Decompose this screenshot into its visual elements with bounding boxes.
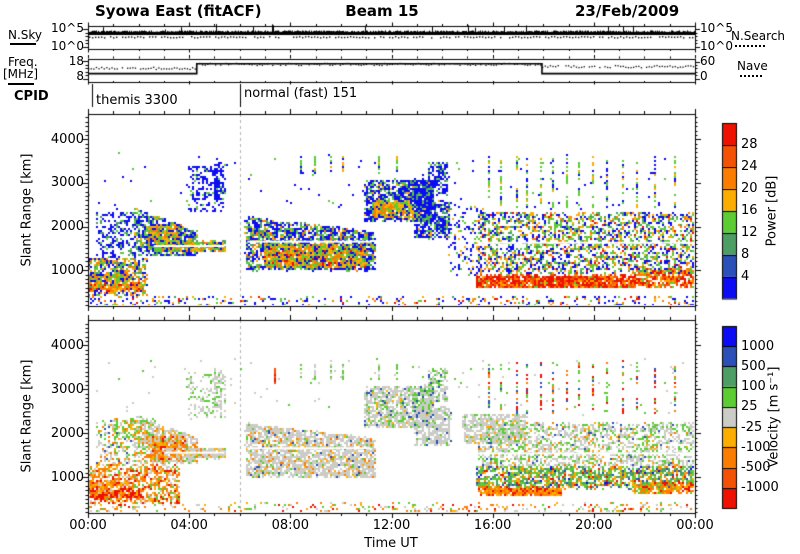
x-tick-label: 00:00 (69, 518, 107, 533)
nsky-legend-line (10, 43, 36, 45)
velocity-colorbar-tick-label: -100 (741, 439, 771, 455)
freq-label-line1: Freq. (8, 55, 38, 69)
power-colorbar-tick-label: 8 (741, 247, 750, 263)
nsky-tick-top-right: 10^5 (700, 21, 733, 35)
cpid-entry-themis: themis 3300 (96, 93, 178, 108)
beam-title: Beam 15 (345, 2, 419, 20)
freq-label-line2: [MHz] (3, 67, 39, 81)
velocity-y-tick-label: 3000 (50, 381, 84, 397)
nsky-tick-bottom-left: 10^0 (51, 39, 84, 53)
power-colorbar-tick-label: 20 (741, 181, 758, 197)
station-title: Syowa East (fitACF) (95, 2, 262, 20)
power-colorbar-tick-label: 4 (741, 269, 750, 285)
power-yaxis-label: Slant Range [km] (19, 153, 35, 267)
nave-tick-top-right: 60 (700, 54, 716, 68)
velocity-colorbar-tick-label: 1000 (741, 338, 775, 354)
power-y-tick-label: 3000 (50, 175, 84, 191)
power-colorbar-tick-label: 16 (741, 203, 758, 219)
nave-legend-line (740, 75, 762, 77)
nsearch-legend-line (735, 45, 765, 47)
date-title: 23/Feb/2009 (575, 2, 680, 20)
freq-tick-bottom-left: 8 (76, 69, 84, 83)
power-colorbar-label: Power [dB] (764, 175, 780, 247)
nsky-label: N.Sky (8, 28, 43, 42)
nave-legend-label: Nave (737, 59, 768, 73)
velocity-y-tick-label: 2000 (50, 425, 84, 441)
velocity-colorbar-tick-label: -1000 (741, 480, 779, 496)
cpid-entry-normal: normal (fast) 151 (244, 86, 358, 101)
nsky-tick-top-left: 10^5 (51, 21, 84, 35)
velocity-colorbar-tick-label: -500 (741, 460, 771, 476)
nave-tick-bottom-right: 0 (700, 69, 708, 83)
x-tick-label: 20:00 (575, 518, 613, 533)
velocity-colorbar-tick-label: -25 (741, 419, 763, 435)
power-colorbar-tick-label: 12 (741, 225, 758, 241)
nsky-tick-bottom-right: 10^0 (700, 39, 733, 53)
velocity-colorbar-tick-label: 100 (741, 379, 766, 395)
x-tick-label: 08:00 (271, 518, 310, 533)
velocity-yaxis-label: Slant Range [km] (19, 359, 35, 473)
power-y-tick-label: 2000 (50, 219, 84, 235)
velocity-colorbar-tick-label: 25 (741, 399, 758, 415)
velocity-y-tick-label: 4000 (50, 337, 84, 353)
time-axis-label: Time UT (364, 536, 418, 551)
nsearch-legend-label: N.Search (731, 29, 786, 43)
velocity-colorbar-tick-label: 500 (741, 358, 766, 374)
power-y-tick-label: 1000 (50, 262, 84, 278)
freq-tick-top-left: 18 (68, 54, 84, 68)
velocity-y-tick-label: 1000 (50, 469, 84, 485)
power-colorbar-tick-label: 28 (741, 137, 758, 153)
power-colorbar-tick-label: 24 (741, 159, 758, 175)
freq-legend-line (8, 83, 34, 85)
power-y-tick-label: 4000 (50, 131, 84, 147)
x-tick-label: 00:00 (676, 518, 714, 533)
x-tick-label: 16:00 (473, 518, 512, 533)
x-tick-label: 04:00 (170, 518, 208, 533)
cpid-label: CPID (14, 89, 49, 104)
x-tick-label: 12:00 (372, 518, 411, 533)
